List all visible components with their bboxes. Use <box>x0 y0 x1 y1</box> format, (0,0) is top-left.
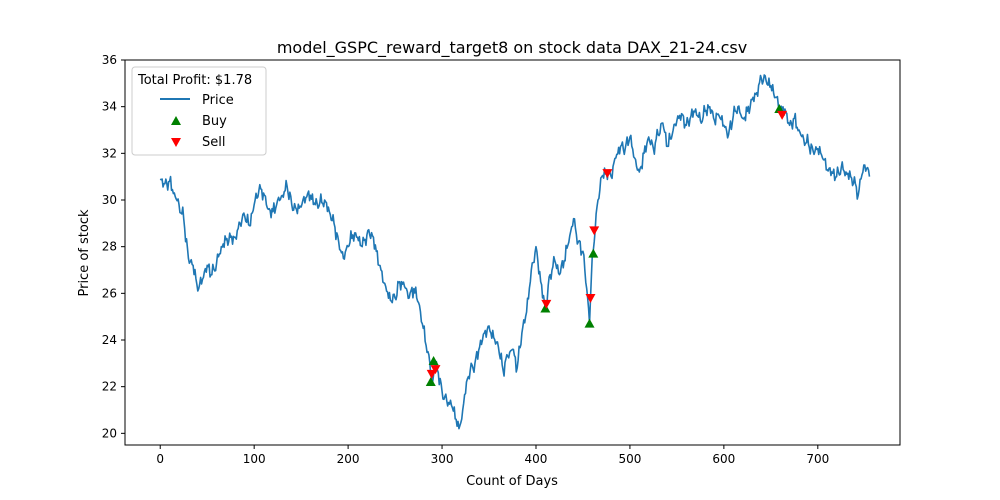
price-line <box>159 74 871 430</box>
y-tick-label: 30 <box>102 193 117 207</box>
y-axis-label: Price of stock <box>77 209 92 296</box>
buy-marker <box>428 356 439 365</box>
sell-marker <box>589 226 600 236</box>
y-tick-label: 26 <box>102 286 117 300</box>
buy-marker <box>425 377 436 386</box>
sell-marker <box>585 294 596 303</box>
sell-marker <box>602 169 613 179</box>
sell-marker <box>430 365 441 375</box>
legend-sell-label: Sell <box>202 135 225 150</box>
y-tick-label: 32 <box>102 146 117 160</box>
legend-price-label: Price <box>202 93 234 108</box>
buy-marker <box>774 104 785 113</box>
y-tick-label: 24 <box>102 333 117 347</box>
y-tick-label: 28 <box>102 240 117 254</box>
plot-frame <box>124 59 901 446</box>
y-axis: 20 22 24 26 28 30 32 34 36 <box>102 53 125 440</box>
buy-marker <box>588 248 599 258</box>
x-axis: 0 100 200 300 400 500 600 700 <box>156 445 829 466</box>
legend: Total Profit: $1.78 Price Buy Sell <box>131 66 267 156</box>
x-tick-label: 100 <box>243 452 266 466</box>
x-tick-label: 300 <box>431 452 454 466</box>
legend-buy-label: Buy <box>202 114 227 129</box>
x-tick-label: 400 <box>525 452 548 466</box>
markers-layer <box>425 104 788 386</box>
x-tick-label: 0 <box>156 452 164 466</box>
legend-title: Total Profit: $1.78 <box>137 73 252 88</box>
chart-title: model_GSPC_reward_target8 on stock data … <box>277 38 747 58</box>
legend-box <box>131 66 267 156</box>
sell-marker <box>426 369 437 379</box>
price-series-layer <box>159 74 871 430</box>
sell-marker <box>541 299 552 309</box>
plot-area <box>124 59 901 446</box>
x-tick-label: 700 <box>806 452 829 466</box>
buy-marker <box>540 303 551 313</box>
legend-buy-swatch <box>171 116 181 125</box>
x-axis-label: Count of Days <box>466 474 558 489</box>
x-tick-label: 200 <box>337 452 360 466</box>
buy-marker <box>584 318 595 328</box>
y-tick-label: 22 <box>102 380 117 394</box>
y-tick-label: 36 <box>102 53 117 67</box>
y-tick-label: 34 <box>102 100 117 114</box>
x-tick-label: 600 <box>712 452 735 466</box>
legend-sell-swatch <box>171 138 181 147</box>
y-tick-label: 20 <box>102 426 117 440</box>
sell-marker <box>777 110 788 120</box>
x-tick-label: 500 <box>618 452 641 466</box>
